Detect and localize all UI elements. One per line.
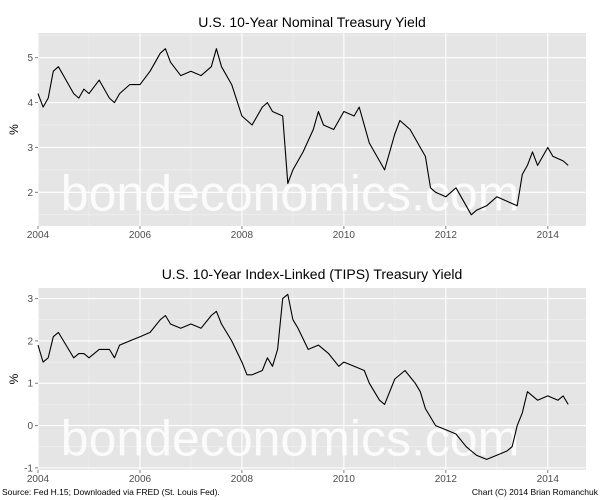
x-tick-label: 2010 (333, 230, 356, 241)
x-tick-label: 2012 (435, 230, 458, 241)
x-tick-label: 2004 (27, 474, 50, 485)
x-tick-label: 2014 (537, 230, 560, 241)
watermark: bondeconomics.com (61, 410, 520, 466)
y-tick-label: 4 (27, 98, 33, 109)
x-tick-label: 2014 (537, 474, 560, 485)
x-tick-label: 2006 (129, 230, 152, 241)
yield-series-line (37, 48, 569, 216)
chart-title: U.S. 10-Year Nominal Treasury Yield (198, 14, 425, 30)
x-tick-label: 2008 (231, 230, 254, 241)
plot-background (38, 33, 586, 226)
y-tick-label: 3 (27, 143, 33, 154)
x-tick-label: 2006 (129, 474, 152, 485)
x-tick-label: 2012 (435, 474, 458, 485)
y-tick-label: 5 (27, 53, 33, 64)
chart-title: U.S. 10-Year Index-Linked (TIPS) Treasur… (162, 266, 463, 282)
chart-credit: Chart (C) 2014 Brian Romanchuk (472, 487, 599, 497)
y-axis-label: % (7, 373, 21, 384)
x-tick-label: 2008 (231, 474, 254, 485)
y-tick-label: 0 (27, 421, 33, 432)
yield-series-line (37, 293, 569, 460)
source-note: Source: Fed H.15; Downloaded via FRED (S… (2, 487, 220, 497)
watermark: bondeconomics.com (61, 166, 520, 222)
x-tick-label: 2004 (27, 230, 50, 241)
plot-background (38, 288, 586, 470)
x-tick-label: 2010 (333, 474, 356, 485)
y-axis-label: % (7, 124, 21, 135)
y-tick-label: 1 (27, 379, 33, 390)
y-tick-label: 2 (27, 336, 33, 347)
y-tick-label: 2 (27, 188, 33, 199)
y-tick-label: -1 (24, 463, 33, 474)
nominal-yield-panel: bondeconomics.com 2004 2006 2008 2010 2012 201… (7, 14, 586, 241)
y-tick-label: 3 (27, 294, 33, 305)
